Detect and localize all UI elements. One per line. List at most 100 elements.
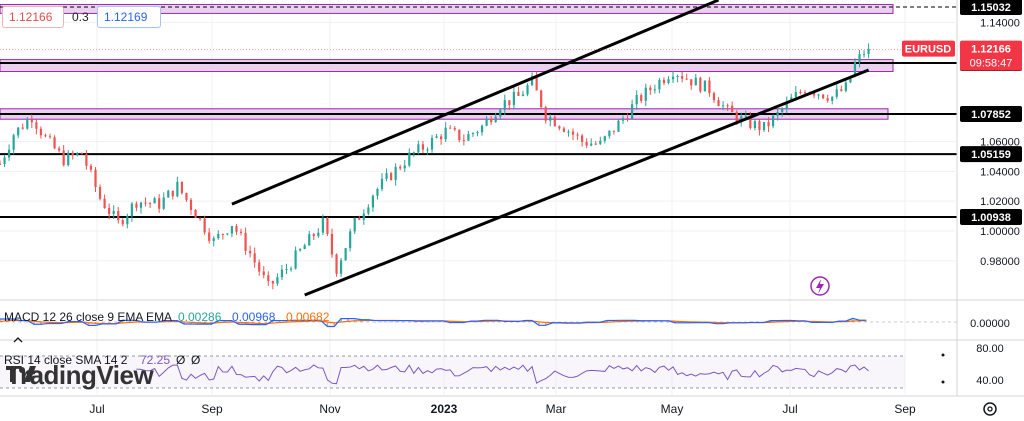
candle-body [280, 269, 284, 278]
candle [667, 76, 670, 85]
candle-body [208, 232, 211, 241]
candle-body [731, 105, 734, 113]
candle [803, 90, 807, 95]
candle-body [662, 79, 666, 83]
candle-body [103, 198, 106, 209]
candle [767, 117, 770, 133]
candle-body [135, 203, 138, 208]
candle-body [58, 148, 61, 151]
candle [558, 125, 561, 131]
candle [185, 192, 188, 202]
candle-body [799, 92, 802, 94]
candle-body [462, 140, 465, 142]
candle [389, 171, 393, 181]
candle [621, 115, 625, 124]
candle [139, 202, 143, 214]
candle [567, 129, 570, 137]
candle-body [612, 130, 616, 132]
candle [239, 228, 243, 236]
candle [262, 266, 265, 279]
candle [617, 118, 620, 132]
candle-body [771, 115, 775, 127]
candle [153, 196, 156, 204]
macd-histogram-bar [497, 321, 499, 322]
macd-histogram-bar [394, 322, 397, 323]
candle-body [412, 152, 415, 154]
candle-body [726, 105, 729, 107]
candle-body [344, 248, 347, 261]
candle-body [421, 144, 425, 150]
candle [658, 77, 661, 94]
candle [203, 215, 206, 235]
candle [371, 194, 375, 212]
candle-body [649, 87, 652, 91]
level-label: 1.05159 [971, 149, 1011, 161]
candle [862, 50, 866, 58]
candle [521, 90, 525, 97]
macd-histogram-bar [422, 322, 424, 323]
candle [694, 73, 697, 86]
candle [480, 124, 484, 136]
candle-body [130, 203, 133, 217]
candle [721, 101, 725, 111]
rsi-value: 72.25 [140, 353, 170, 367]
macd-histogram-bar [415, 322, 417, 323]
sell-price-button[interactable]: 1.12166 [2, 6, 64, 28]
candle [394, 163, 397, 186]
macd-histogram-bar [26, 322, 29, 323]
candle-body [553, 117, 556, 127]
rsi-axis-tick: 40.00 [976, 375, 1004, 387]
candle-body [71, 152, 74, 156]
level-label: 1.00938 [971, 212, 1011, 224]
candle [167, 189, 170, 198]
candle [417, 140, 420, 155]
candle [467, 130, 470, 141]
gear-inner [987, 406, 993, 412]
candle-body [17, 127, 20, 136]
candle [217, 230, 220, 240]
buy-price-button[interactable]: 1.12169 [97, 6, 161, 28]
candle [471, 132, 475, 137]
candle-body [258, 262, 261, 272]
candle [435, 134, 438, 139]
candle [822, 94, 825, 100]
candle [771, 114, 775, 129]
candle-body [380, 178, 384, 189]
candle [699, 76, 702, 94]
candle [635, 90, 638, 110]
candle [835, 83, 838, 100]
candle [867, 43, 870, 59]
time-axis-label: Jul [782, 402, 797, 416]
candle [858, 49, 861, 68]
candle-body [785, 101, 788, 109]
candle-body [294, 250, 297, 269]
candle-body [12, 135, 15, 150]
candle-body [721, 105, 725, 107]
candle [544, 105, 547, 124]
candle [89, 163, 93, 173]
candle-body [580, 135, 584, 143]
candle-body [703, 80, 706, 92]
candle [26, 116, 29, 130]
candle [117, 207, 120, 224]
candle [71, 150, 74, 160]
candle-body [471, 133, 475, 135]
macd-histogram-bar [258, 322, 261, 324]
candle-body [80, 152, 83, 155]
macd-histogram-bar [333, 322, 336, 326]
candle [244, 227, 247, 255]
candle-body [826, 98, 829, 101]
candle-body [371, 195, 375, 208]
macd-histogram-bar [231, 320, 233, 322]
candle-body [339, 260, 343, 274]
rsi-ma2-value: Ø [191, 353, 200, 367]
candle [53, 135, 56, 150]
candle [7, 144, 11, 161]
candle-body [271, 280, 274, 284]
candle-body [48, 136, 52, 138]
candle [758, 119, 761, 136]
candle [3, 154, 6, 168]
candle-body [148, 202, 152, 204]
candle [585, 138, 588, 149]
